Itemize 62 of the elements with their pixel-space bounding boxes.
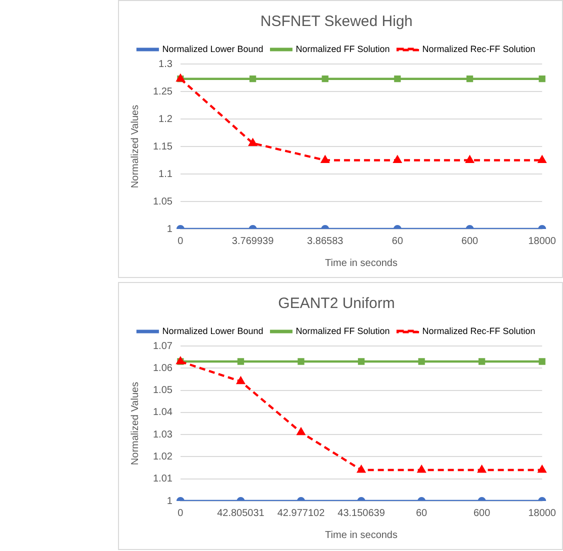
x-tick-label: 0 <box>178 236 184 247</box>
chart-title: NSFNET Skewed High <box>260 13 413 30</box>
y-tick-label: 1.3 <box>158 58 173 70</box>
point <box>249 76 256 82</box>
legend-label: Normalized Rec-FF Solution <box>422 326 536 336</box>
y-tick-label: 1 <box>166 496 173 507</box>
x-axis-title: Time in seconds <box>325 258 398 269</box>
point <box>322 76 328 82</box>
point <box>320 155 330 163</box>
point <box>477 465 486 473</box>
point <box>356 465 366 473</box>
point <box>538 358 546 365</box>
x-tick-label: 0 <box>178 508 184 519</box>
point <box>298 358 304 365</box>
x-axis-title: Time in seconds <box>325 530 398 541</box>
legend-label: Normalized FF Solution <box>296 44 390 54</box>
x-tick-label: 600 <box>473 508 491 519</box>
y-tick-label: 1.15 <box>152 141 173 152</box>
y-axis-title: Normalized Values <box>130 104 141 188</box>
legend-label: Normalized Rec-FF Solution <box>422 44 536 54</box>
x-tick-label: 42.977102 <box>277 508 326 519</box>
x-tick-label: 600 <box>461 236 479 247</box>
point <box>538 155 546 163</box>
x-tick-label: 60 <box>416 508 428 519</box>
y-tick-label: 1.1 <box>158 168 173 180</box>
y-tick-label: 1.05 <box>152 385 173 396</box>
legend-label: Normalized FF Solution <box>296 326 390 336</box>
y-tick-label: 1.05 <box>152 196 173 208</box>
x-tick-label: 42.805031 <box>217 508 265 519</box>
point <box>237 358 244 365</box>
point <box>417 465 426 473</box>
chart-title: GEANT2 Uniform <box>278 295 395 312</box>
y-tick-label: 1.02 <box>152 451 173 462</box>
point <box>466 76 474 82</box>
point <box>418 358 425 365</box>
point <box>236 376 246 384</box>
point <box>296 427 306 436</box>
point <box>358 358 365 365</box>
y-tick-label: 1 <box>166 224 173 235</box>
point <box>394 76 401 82</box>
point <box>538 465 546 473</box>
y-tick-label: 1.06 <box>152 362 173 374</box>
y-tick-label: 1.03 <box>152 429 173 440</box>
y-tick-label: 1.07 <box>152 340 173 352</box>
legend-label: Normalized Lower Bound <box>162 44 264 54</box>
x-tick-label: 3.86583 <box>307 236 344 247</box>
x-tick-label: 43.150639 <box>338 508 386 519</box>
y-tick-label: 1.01 <box>152 474 173 485</box>
x-tick-label: 60 <box>392 236 404 247</box>
x-tick-label: 3.769939 <box>232 236 274 247</box>
point <box>248 138 258 146</box>
point <box>538 76 546 82</box>
x-tick-label: 18000 <box>528 236 556 247</box>
point <box>478 358 486 365</box>
x-tick-label: 18000 <box>528 508 556 519</box>
point <box>393 155 402 163</box>
legend-label: Normalized Lower Bound <box>162 326 264 336</box>
y-tick-label: 1.2 <box>158 114 173 125</box>
y-tick-label: 1.04 <box>152 407 173 418</box>
y-tick-label: 1.25 <box>152 86 173 98</box>
y-axis-title: Normalized Values <box>130 382 141 466</box>
point <box>465 155 474 163</box>
